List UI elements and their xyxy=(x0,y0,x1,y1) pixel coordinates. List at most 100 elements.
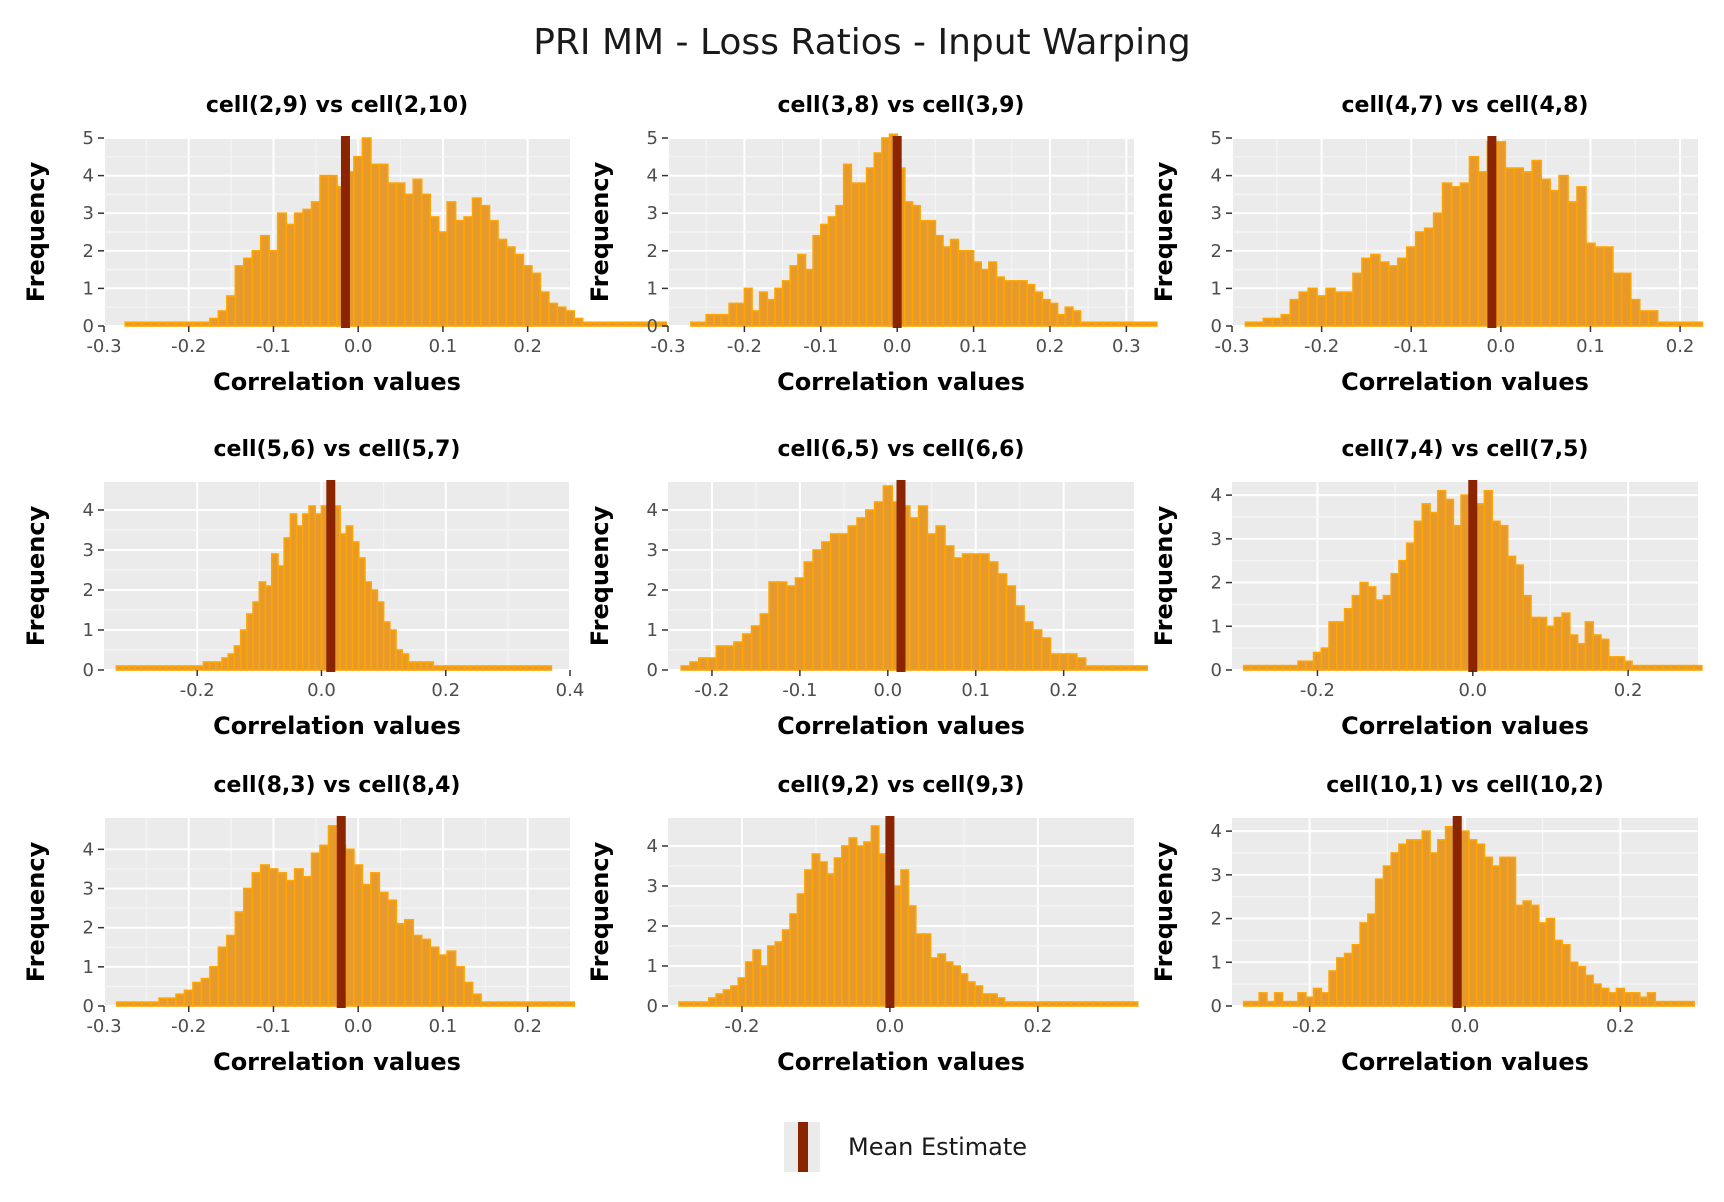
histogram-bar xyxy=(911,204,921,327)
histogram-bar xyxy=(469,665,478,671)
histogram-bar xyxy=(873,501,885,671)
histogram-bar xyxy=(361,883,372,1007)
histogram-bar xyxy=(1137,665,1148,671)
histogram-bar xyxy=(1674,321,1686,327)
histogram-bar xyxy=(268,250,279,327)
x-tick-label: -0.1 xyxy=(1394,336,1429,357)
panel-title: cell(4,7) vs cell(4,8) xyxy=(1341,93,1588,118)
histogram-bar xyxy=(1107,1001,1117,1007)
y-tick-label: 3 xyxy=(1211,865,1222,886)
x-tick-label: 0.2 xyxy=(1666,336,1695,357)
histogram-bar xyxy=(752,949,762,1007)
histogram-bar xyxy=(1459,182,1471,327)
histogram-bar xyxy=(264,585,273,671)
histogram-bar xyxy=(192,981,203,1007)
histogram-bar xyxy=(471,197,482,327)
histogram-bar xyxy=(774,287,784,327)
histogram-bar xyxy=(183,321,194,327)
histogram-bar xyxy=(1084,665,1096,671)
histogram-bar xyxy=(1018,1001,1028,1007)
x-axis-title: Correlation values xyxy=(213,368,461,396)
histogram-bar xyxy=(1576,186,1587,327)
legend-label: Mean Estimate xyxy=(848,1133,1028,1161)
histogram-bar xyxy=(1092,1001,1102,1007)
chart-grid: -0.3 -0.2 -0.1 0.0 0.1 0.2 0 1 2 3 4 5 cell(2,9) vs … xyxy=(22,93,1704,1076)
histogram-bar xyxy=(1607,656,1618,671)
histogram-bar xyxy=(870,825,880,1007)
histogram-bar xyxy=(1683,321,1695,327)
histogram-bar xyxy=(952,557,964,671)
histogram-bar xyxy=(720,313,730,327)
histogram-bar xyxy=(1032,629,1043,671)
histogram-bar xyxy=(863,841,873,1007)
histogram-bar xyxy=(376,601,385,671)
histogram-bar xyxy=(908,517,920,671)
legend-key xyxy=(784,1122,820,1172)
y-tick-label: 2 xyxy=(647,916,658,937)
histogram-bar xyxy=(1351,943,1361,1007)
histogram-bar xyxy=(733,641,744,671)
histogram-bar xyxy=(1351,594,1361,671)
histogram-bar xyxy=(965,250,975,327)
histogram-bar xyxy=(1584,621,1594,671)
x-tick-label: 0.1 xyxy=(961,680,990,701)
histogram-bar xyxy=(1514,564,1525,671)
x-axis-title: Correlation values xyxy=(777,1048,1025,1076)
x-tick-label: 0.0 xyxy=(307,680,336,701)
histogram-bar xyxy=(132,1001,143,1007)
histogram-bar xyxy=(451,665,459,671)
histogram-bar xyxy=(1549,189,1560,327)
y-tick-label: 2 xyxy=(83,918,94,939)
histogram-bar xyxy=(1522,900,1532,1007)
histogram-bar xyxy=(488,665,497,671)
histogram-bar xyxy=(140,665,149,671)
histogram-bar xyxy=(1079,321,1089,327)
histogram-bar xyxy=(403,919,415,1007)
x-tick-label: -0.3 xyxy=(86,336,121,357)
x-tick-label: 0.3 xyxy=(1112,336,1141,357)
histogram-bar xyxy=(951,965,961,1007)
panel-2: -0.3 -0.2 -0.1 0.0 0.1 0.2 0.3 0 1 2 3 4 5 cell(3,8) … xyxy=(586,93,1158,396)
y-axis-title: Frequency xyxy=(1150,505,1178,646)
histogram-bar xyxy=(678,1001,688,1007)
histogram-bar xyxy=(689,661,700,671)
histogram-bar xyxy=(1382,594,1393,671)
y-tick-label: 4 xyxy=(647,836,658,857)
x-axis-title: Correlation values xyxy=(213,1048,461,1076)
histogram-bar xyxy=(1352,272,1363,327)
x-tick-label: 0.0 xyxy=(1451,1016,1480,1037)
histogram-bar xyxy=(497,1001,508,1007)
histogram-bar xyxy=(1111,665,1122,671)
histogram-bar xyxy=(243,887,254,1007)
histogram-bar xyxy=(308,505,317,671)
y-tick-label: 4 xyxy=(647,500,658,521)
histogram-bar xyxy=(926,533,937,671)
mean-estimate-line xyxy=(885,816,895,1008)
histogram-bar xyxy=(1677,664,1688,671)
histogram-bar xyxy=(794,577,806,671)
histogram-bar xyxy=(841,845,851,1007)
histogram-bar xyxy=(1370,253,1381,327)
histogram-bar xyxy=(556,1001,567,1007)
histogram-bar xyxy=(981,993,991,1007)
histogram-bar xyxy=(1475,503,1486,671)
y-tick-label: 4 xyxy=(1211,485,1222,506)
histogram-bar xyxy=(1506,555,1517,671)
histogram-bar xyxy=(200,321,211,327)
histogram-bar xyxy=(544,665,553,671)
histogram-bar xyxy=(1558,174,1569,327)
y-tick-label: 5 xyxy=(647,128,658,149)
histogram-bar xyxy=(1421,830,1431,1007)
histogram-bar xyxy=(926,219,937,327)
histogram-bar xyxy=(1040,1001,1050,1007)
histogram-bar xyxy=(1545,625,1556,671)
histogram-bar xyxy=(966,981,976,1007)
histogram-bar xyxy=(221,657,230,671)
histogram-bar xyxy=(767,945,777,1007)
y-tick-label: 3 xyxy=(1211,203,1222,224)
histogram-bar xyxy=(785,585,797,671)
histogram-bar xyxy=(1670,1000,1680,1007)
histogram-bar xyxy=(370,872,381,1007)
histogram-bar xyxy=(829,533,841,671)
x-tick-label: -0.3 xyxy=(86,1016,121,1037)
